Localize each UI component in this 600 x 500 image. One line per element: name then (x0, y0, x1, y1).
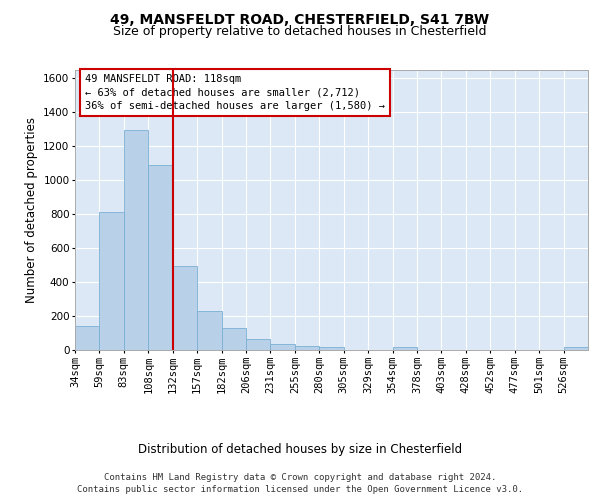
Text: Contains public sector information licensed under the Open Government Licence v3: Contains public sector information licen… (77, 485, 523, 494)
Bar (319, 348, 344, 350)
Text: 49, MANSFELDT ROAD, CHESTERFIELD, S41 7BW: 49, MANSFELDT ROAD, CHESTERFIELD, S41 7B… (110, 12, 490, 26)
Bar (563, 348, 588, 350)
Text: Size of property relative to detached houses in Chesterfield: Size of property relative to detached ho… (113, 25, 487, 38)
Bar (148, 165, 173, 350)
Bar (173, 266, 197, 350)
Text: 49 MANSFELDT ROAD: 118sqm
← 63% of detached houses are smaller (2,712)
36% of se: 49 MANSFELDT ROAD: 118sqm ← 63% of detac… (85, 74, 385, 110)
Bar (197, 311, 221, 350)
Bar (271, 344, 295, 350)
Bar (100, 212, 124, 350)
Bar (221, 328, 246, 350)
Bar (246, 339, 271, 350)
Text: Contains HM Land Registry data © Crown copyright and database right 2024.: Contains HM Land Registry data © Crown c… (104, 472, 496, 482)
Bar (75, 326, 100, 350)
Bar (392, 348, 417, 350)
Y-axis label: Number of detached properties: Number of detached properties (25, 117, 38, 303)
Bar (124, 130, 148, 350)
Text: Distribution of detached houses by size in Chesterfield: Distribution of detached houses by size … (138, 442, 462, 456)
Bar (295, 346, 319, 350)
